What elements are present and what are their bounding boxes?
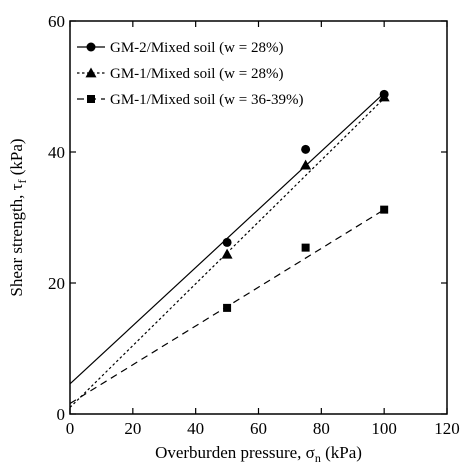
x-tick-label: 120 [434,419,460,438]
x-tick-label: 60 [250,419,267,438]
y-tick-label: 60 [48,12,65,31]
x-tick-label: 40 [187,419,204,438]
data-point-series-3 [223,303,232,312]
x-tick-label: 0 [66,419,75,438]
x-axis-title: Overburden pressure, σn (kPa) [155,443,362,465]
data-point-series-3 [380,205,389,214]
data-point-series-1 [222,237,232,247]
data-point-series-3 [301,243,310,252]
y-axis-title: Shear strength, τf (kPa) [7,138,29,296]
data-point-series-1 [301,144,311,154]
legend-label-series-3: GM-1/Mixed soil (w = 36-39%) [110,92,303,108]
data-point-series-2 [300,159,312,170]
x-tick-label: 20 [124,419,141,438]
y-tick-label: 40 [48,143,65,162]
y-tick-label: 20 [48,274,65,293]
legend-marker-series-3 [87,95,95,103]
data-point-series-2 [378,91,390,102]
y-tick-label: 0 [57,405,66,424]
legend-marker-series-2 [85,67,97,78]
legend-marker-series-1 [86,42,96,52]
data-point-series-2 [221,248,233,259]
x-tick-label: 100 [371,419,397,438]
legend-label-series-1: GM-2/Mixed soil (w = 28%) [110,40,283,56]
x-tick-label: 80 [313,419,330,438]
legend-label-series-2: GM-1/Mixed soil (w = 28%) [110,66,283,82]
